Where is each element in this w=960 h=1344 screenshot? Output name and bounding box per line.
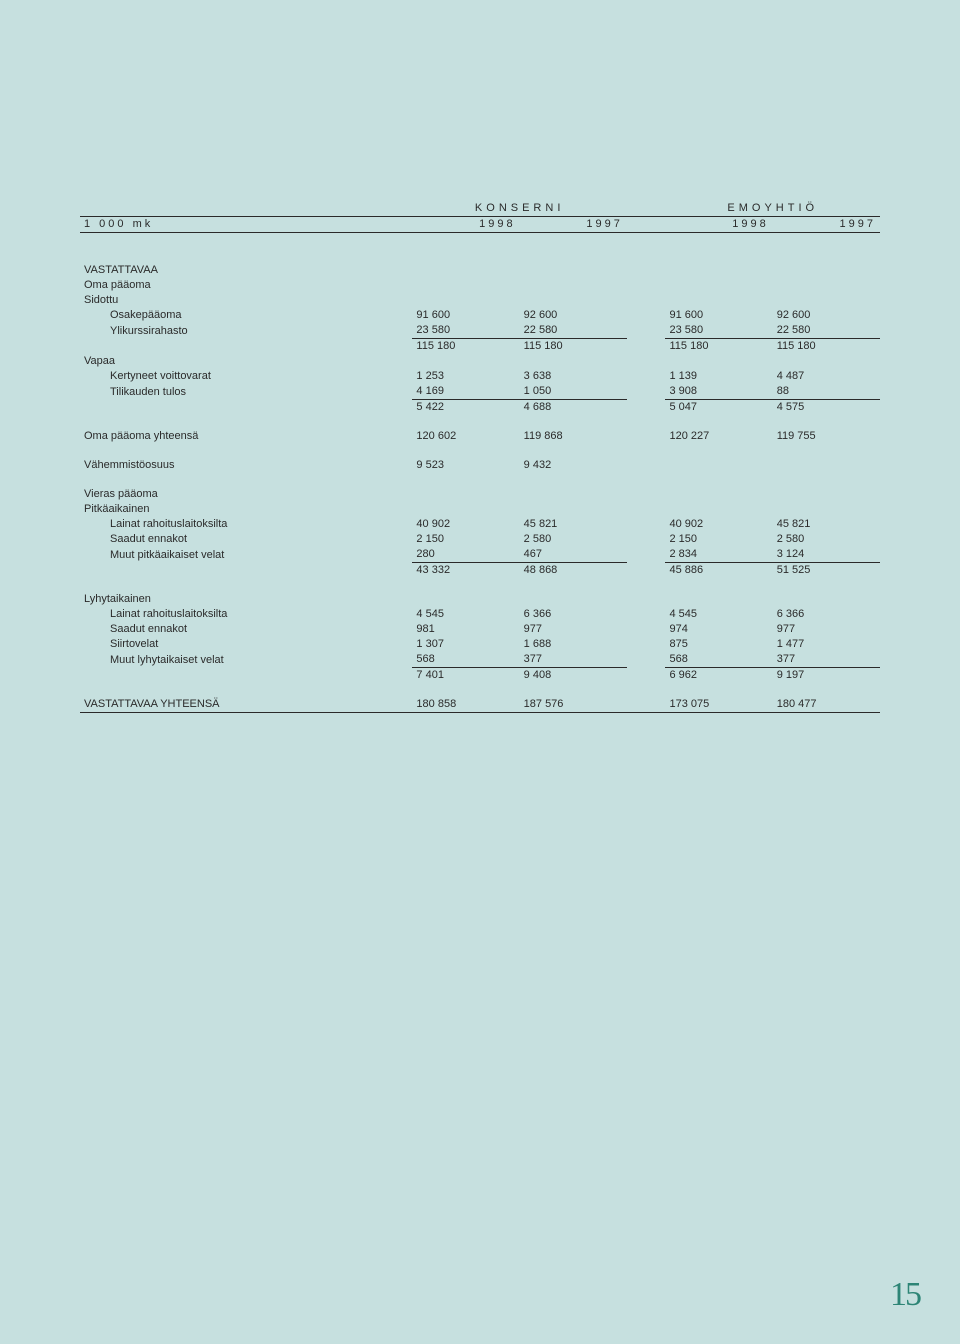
row-vahemmisto: Vähemmistöosuus 9 523 9 432 — [80, 458, 880, 473]
row-muut-pitka: Muut pitkäaikaiset velat 280 467 2 834 3… — [80, 547, 880, 563]
header-year-2: 1997 — [520, 216, 627, 233]
section-vieras-paaoma: Vieras pääoma — [80, 487, 412, 502]
label: Ylikurssirahasto — [80, 323, 412, 339]
row-sidottu-sum: 115 180 115 180 115 180 115 180 — [80, 338, 880, 354]
header-emoyhtio: EMOYHTIÖ — [665, 200, 880, 216]
label: Oma pääoma yhteensä — [80, 429, 412, 444]
label: Osakepääoma — [80, 308, 412, 323]
section-sidottu: Sidottu — [80, 293, 412, 308]
financial-table: KONSERNI EMOYHTIÖ 1 000 mk 1998 1997 199… — [80, 200, 880, 713]
header-unit: 1 000 mk — [80, 216, 412, 233]
row-lyhyt-sum: 7 401 9 408 6 962 9 197 — [80, 667, 880, 683]
section-vastattavaa: VASTATTAVAA — [80, 263, 412, 278]
label: VASTATTAVAA YHTEENSÄ — [80, 697, 412, 713]
page-number: 15 — [890, 1276, 920, 1314]
label: Siirtovelat — [80, 637, 412, 652]
row-vastattavaa-yht: VASTATTAVAA YHTEENSÄ 180 858 187 576 173… — [80, 697, 880, 713]
header-year-4: 1997 — [773, 216, 880, 233]
section-oma-paaoma: Oma pääoma — [80, 278, 412, 293]
row-ylikurssi: Ylikurssirahasto 23 580 22 580 23 580 22… — [80, 323, 880, 339]
group-header-row: KONSERNI EMOYHTIÖ — [80, 200, 880, 216]
row-siirtovelat: Siirtovelat 1 307 1 688 875 1 477 — [80, 637, 880, 652]
header-year-3: 1998 — [665, 216, 772, 233]
row-ennakot-pitka: Saadut ennakot 2 150 2 580 2 150 2 580 — [80, 532, 880, 547]
label: Muut pitkäaikaiset velat — [80, 547, 412, 563]
label: Saadut ennakot — [80, 622, 412, 637]
label: Lainat rahoituslaitoksilta — [80, 607, 412, 622]
label: Vähemmistöosuus — [80, 458, 412, 473]
row-tilikauden: Tilikauden tulos 4 169 1 050 3 908 88 — [80, 384, 880, 400]
header-year-1: 1998 — [412, 216, 519, 233]
label: Tilikauden tulos — [80, 384, 412, 400]
section-lyhytaikainen: Lyhytaikainen — [80, 592, 412, 607]
label: Lainat rahoituslaitoksilta — [80, 517, 412, 532]
row-osakepaaoma: Osakepääoma 91 600 92 600 91 600 92 600 — [80, 308, 880, 323]
row-ennakot-lyhyt: Saadut ennakot 981 977 974 977 — [80, 622, 880, 637]
label: Saadut ennakot — [80, 532, 412, 547]
row-vapaa-sum: 5 422 4 688 5 047 4 575 — [80, 399, 880, 415]
row-pitka-sum: 43 332 48 868 45 886 51 525 — [80, 562, 880, 578]
row-lainat-pitka: Lainat rahoituslaitoksilta 40 902 45 821… — [80, 517, 880, 532]
section-pitkaaikainen: Pitkäaikainen — [80, 502, 412, 517]
row-oma-paaoma-yht: Oma pääoma yhteensä 120 602 119 868 120 … — [80, 429, 880, 444]
year-header-row: 1 000 mk 1998 1997 1998 1997 — [80, 216, 880, 233]
label: Muut lyhytaikaiset velat — [80, 652, 412, 668]
row-muut-lyhyt: Muut lyhytaikaiset velat 568 377 568 377 — [80, 652, 880, 668]
label: Kertyneet voittovarat — [80, 369, 412, 384]
section-vapaa: Vapaa — [80, 354, 412, 369]
row-lainat-lyhyt: Lainat rahoituslaitoksilta 4 545 6 366 4… — [80, 607, 880, 622]
row-kertyneet: Kertyneet voittovarat 1 253 3 638 1 139 … — [80, 369, 880, 384]
header-konserni: KONSERNI — [412, 200, 626, 216]
